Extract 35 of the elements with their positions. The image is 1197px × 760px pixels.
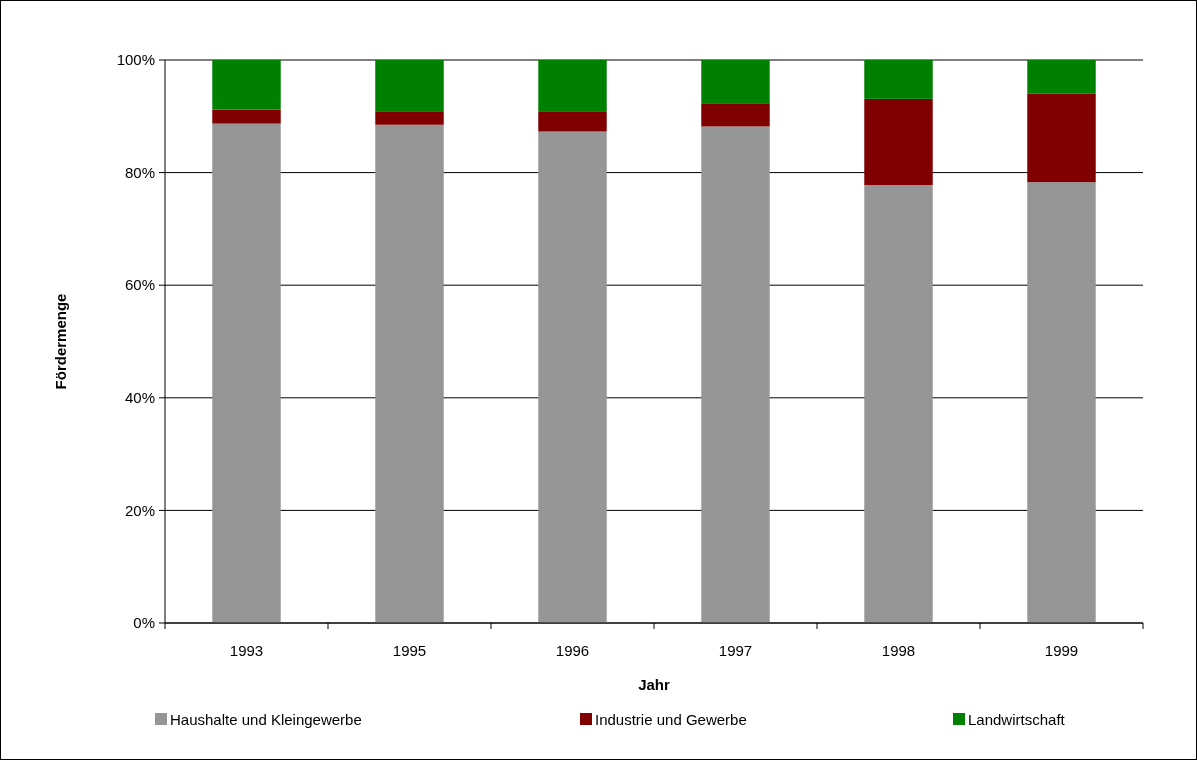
bar [1027, 182, 1096, 623]
bar [538, 60, 607, 112]
bar [212, 109, 281, 124]
y-tick-label: 80% [124, 163, 155, 181]
y-tick-label: 60% [124, 276, 155, 294]
x-axis-title: Jahr [638, 676, 670, 693]
bar [864, 184, 933, 623]
bar [701, 60, 770, 104]
bar [1027, 93, 1096, 183]
bar [212, 123, 281, 623]
bar [701, 126, 770, 623]
x-tick-label: 1997 [718, 642, 753, 659]
legend-label: Haushalte und Kleingewerbe [170, 711, 362, 729]
x-tick-label: 1999 [1044, 642, 1079, 659]
y-tick-label: 20% [124, 501, 155, 519]
y-axis-title: Fördermenge [52, 293, 69, 390]
bar [864, 98, 933, 185]
x-tick-label: 1993 [229, 642, 264, 659]
bar [212, 60, 281, 110]
bar [1027, 60, 1096, 94]
bar [701, 103, 770, 127]
x-tick-label: 1995 [392, 642, 427, 659]
legend-label: Industrie und Gewerbe [595, 711, 747, 729]
bar [375, 60, 444, 112]
x-tick-label: 1998 [881, 642, 916, 659]
bar [864, 60, 933, 99]
bar [375, 111, 444, 125]
bar [375, 124, 444, 623]
x-tick-label: 1996 [555, 642, 590, 659]
y-tick-label: 100% [116, 51, 155, 69]
bar [538, 131, 607, 623]
y-tick-label: 0% [133, 614, 155, 632]
legend-label: Landwirtschaft [968, 711, 1066, 729]
y-tick-label: 40% [124, 389, 155, 407]
bar [538, 111, 607, 132]
